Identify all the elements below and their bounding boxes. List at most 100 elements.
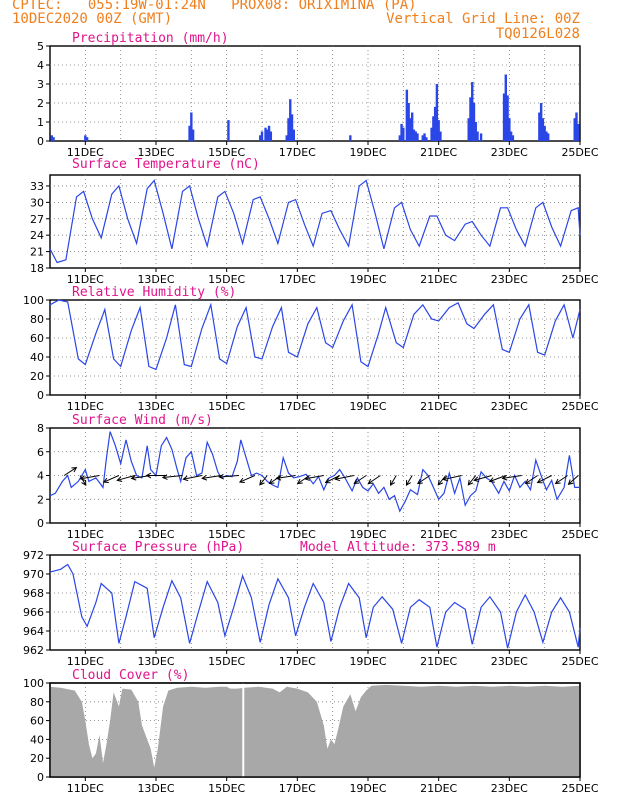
precip-bar [538, 112, 541, 141]
wind-arrow [405, 475, 413, 486]
wind-arrow [368, 475, 381, 484]
y-tick-label: 0 [37, 389, 44, 402]
wind-arrow [353, 475, 367, 484]
precip-bar [292, 129, 295, 141]
wind-arrow [568, 475, 579, 485]
y-tick-label: 968 [23, 587, 44, 600]
precip-bar [506, 95, 509, 141]
x-tick-label: 19DEC [349, 655, 386, 668]
wind-arrow-head [161, 474, 168, 480]
precip-bar [188, 125, 191, 141]
wind-arrow-head [130, 474, 137, 481]
wind-arrow [325, 475, 340, 484]
wind-arrow-head [259, 479, 265, 486]
wind-arrow [276, 475, 296, 479]
y-tick-label: 40 [30, 351, 44, 364]
x-tick-label: 21DEC [420, 528, 457, 541]
x-tick-label: 25DEC [561, 655, 598, 668]
wind-arrow [219, 475, 240, 478]
precip-bar [435, 84, 439, 141]
precip-bar [511, 135, 515, 141]
y-tick-label: 60 [30, 715, 44, 728]
x-tick-label: 13DEC [137, 655, 174, 668]
precip-bar [504, 74, 507, 141]
y-tick-label: 27 [30, 213, 44, 226]
precip-bar [259, 135, 262, 141]
precip-bar [471, 82, 474, 141]
y-tick-label: 962 [23, 644, 44, 657]
y-tick-label: 966 [23, 606, 44, 619]
precip-bar [575, 112, 578, 141]
panel-frame [49, 682, 581, 778]
precip-bar [287, 118, 290, 141]
x-tick-label: 19DEC [349, 528, 386, 541]
x-tick-label: 21DEC [420, 782, 457, 795]
wind-arrow [183, 475, 203, 480]
precip-bar [405, 89, 409, 141]
x-tick-label: 11DEC [67, 273, 104, 286]
precip-bar [472, 103, 476, 141]
precip-bar [402, 127, 405, 141]
x-tick-label: 13DEC [137, 273, 174, 286]
wind-arrow [443, 475, 462, 481]
y-tick-label: 4 [37, 59, 44, 72]
wind-arrow [555, 475, 568, 484]
x-tick-label: 13DEC [137, 528, 174, 541]
precip-bar [269, 131, 273, 141]
x-tick-label: 25DEC [561, 146, 598, 159]
panel-frame [49, 45, 581, 142]
wind-arrow [304, 475, 324, 480]
precip-bar [289, 99, 292, 141]
precip-bar [416, 133, 419, 141]
panel-title: Relative Humidity (%) [72, 285, 236, 300]
precip-bar [474, 122, 477, 141]
y-tick-label: 1 [37, 116, 44, 129]
wind-arrow [390, 475, 397, 486]
y-tick-label: 4 [37, 470, 44, 483]
wind-arrow-head [81, 480, 87, 486]
wind-arrow-head [303, 475, 310, 481]
wind-arrow-head [367, 478, 374, 485]
x-tick-label: 11DEC [67, 146, 104, 159]
precip-bar [52, 137, 55, 141]
wind-arrow-head [467, 479, 474, 486]
y-tick-label: 80 [30, 696, 44, 709]
panel-title: Precipitation (mm/h) [72, 31, 229, 46]
wind-arrow [162, 475, 183, 478]
x-tick-label: 17DEC [279, 273, 316, 286]
x-tick-label: 15DEC [208, 782, 245, 795]
y-tick-label: 60 [30, 332, 44, 345]
wind-arrow [537, 475, 552, 484]
cloud-area [50, 684, 580, 777]
wind-arrow [63, 467, 77, 476]
x-tick-label: 17DEC [279, 146, 316, 159]
precip-bar [191, 129, 195, 141]
precip-bar [400, 123, 403, 141]
y-tick-label: 24 [30, 229, 44, 242]
x-tick-label: 23DEC [491, 273, 528, 286]
precip-bar [432, 116, 435, 141]
y-tick-label: 2 [37, 97, 44, 110]
y-tick-label: 964 [23, 625, 44, 638]
wind-arrow [117, 475, 135, 481]
wind-arrow-head [182, 475, 189, 482]
wind-arrow-head [524, 478, 531, 485]
precip-bar [407, 103, 410, 141]
y-tick-label: 3 [37, 78, 44, 91]
series-line [49, 563, 581, 649]
y-tick-label: 0 [37, 135, 44, 148]
y-tick-label: 100 [23, 294, 44, 307]
wind-arrow-head [536, 478, 543, 484]
x-tick-label: 23DEC [491, 146, 528, 159]
header-line-2-left: 10DEC2020 00Z (GMT) [12, 11, 173, 27]
wind-arrow [103, 475, 120, 483]
precip-bar [421, 135, 424, 141]
x-tick-label: 11DEC [67, 655, 104, 668]
precip-bar [543, 125, 546, 141]
precip-bar [285, 135, 288, 141]
panel-title: Surface Wind (m/s) [72, 413, 213, 428]
wind-arrow [239, 475, 256, 483]
x-tick-label: 11DEC [67, 400, 104, 413]
precip-bar [425, 137, 428, 141]
x-tick-label: 19DEC [349, 273, 386, 286]
